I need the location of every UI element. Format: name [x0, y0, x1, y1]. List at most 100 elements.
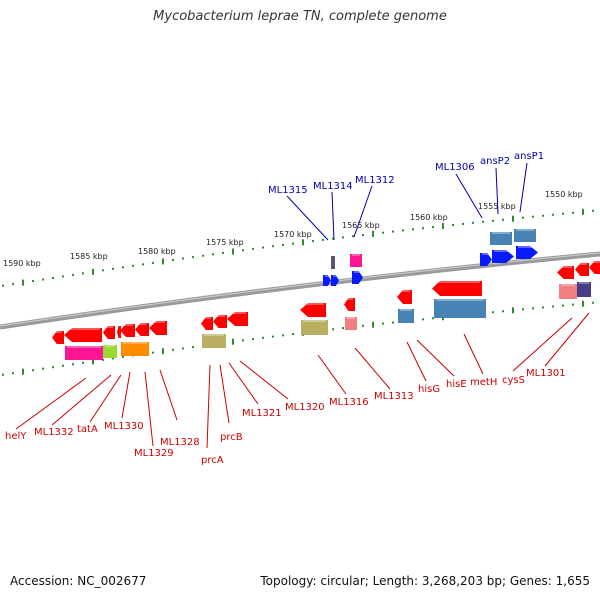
ruler-tick [112, 267, 114, 270]
gene-features [52, 229, 600, 360]
gene-ml1330-prot[interactable] [121, 342, 149, 356]
ruler-tick [222, 251, 224, 254]
gene-label-forward[interactable]: ML1315 [268, 185, 308, 196]
gene-label-reverse[interactable]: ML1301 [526, 368, 566, 379]
ruler-tick [102, 269, 104, 272]
ruler-tick [582, 208, 584, 215]
gene-ml1316-prot[interactable] [345, 317, 357, 330]
gene-hely-prot[interactable] [65, 346, 103, 360]
gene-label-forward[interactable]: ML1312 [355, 175, 395, 186]
gene-label-reverse[interactable]: prcA [201, 455, 224, 466]
gene-label-reverse[interactable]: prcB [220, 432, 243, 443]
ruler-tick [92, 268, 94, 275]
gene-hely-a[interactable] [52, 331, 64, 344]
ruler-tick [152, 261, 154, 264]
gene-ansp2-prot[interactable] [490, 232, 512, 245]
gene-ml1328[interactable] [149, 321, 167, 335]
accession-text: Accession: NC_002677 [10, 574, 147, 588]
gene-meth[interactable] [432, 281, 482, 296]
ruler-tick [482, 220, 484, 223]
leader-line [353, 185, 373, 238]
gene-ansp1-prot[interactable] [514, 229, 536, 242]
gene-label-reverse[interactable]: tatA [77, 424, 98, 435]
ruler-tick-label: 1550 kbp [545, 190, 583, 199]
gene-label-reverse[interactable]: ML1316 [329, 397, 369, 408]
gene-ml1313[interactable] [397, 290, 412, 304]
ruler-tick [522, 216, 524, 219]
ruler-tick-label: 1555 kbp [478, 202, 516, 211]
ruler-tick [22, 279, 24, 286]
gene-cyss-prot[interactable] [559, 284, 577, 299]
ruler-tick [192, 256, 194, 259]
gene-ml1301b[interactable] [589, 261, 600, 274]
gene-label-reverse[interactable]: ML1321 [242, 408, 282, 419]
gene-label-reverse[interactable]: hisE [446, 379, 467, 390]
ruler-tick [532, 307, 534, 310]
gene-ml1330[interactable] [120, 324, 135, 337]
leader-line [455, 173, 483, 219]
gene-ml1329[interactable] [135, 323, 149, 336]
gene-cyss[interactable] [557, 266, 574, 279]
gene-prc-prot[interactable] [202, 334, 226, 348]
gene-label-forward[interactable]: ansP2 [480, 156, 510, 167]
gene-ml1301[interactable] [575, 263, 589, 276]
gene-ml1332[interactable] [103, 326, 115, 339]
ruler-tick [542, 214, 544, 217]
gene-prca[interactable] [201, 317, 213, 330]
gene-ml1301-prot[interactable] [577, 282, 591, 297]
leader-line [495, 167, 499, 215]
ruler-tick [42, 367, 44, 370]
gene-label-reverse[interactable]: ML1330 [104, 421, 144, 432]
ruler-tick [242, 249, 244, 252]
gene-label-reverse[interactable]: ML1328 [160, 437, 200, 448]
gene-ansp2[interactable] [492, 250, 514, 263]
gene-label-reverse[interactable]: ML1313 [374, 391, 414, 402]
gene-label-reverse[interactable]: hisG [418, 384, 440, 395]
ruler-tick [242, 339, 244, 342]
gene-label-reverse[interactable]: metH [470, 377, 497, 388]
gene-ml1320-prot[interactable] [301, 320, 328, 335]
gene-ml1315[interactable] [323, 275, 331, 286]
leader-line [317, 354, 347, 395]
gene-label-reverse[interactable]: ML1332 [34, 427, 74, 438]
gene-ml1316[interactable] [344, 298, 355, 311]
gene-tata[interactable] [117, 326, 121, 338]
gene-ml1315b[interactable] [331, 275, 339, 286]
gene-ml1312[interactable] [350, 254, 362, 267]
gene-ml1314[interactable] [331, 256, 335, 269]
gene-ml1321[interactable] [227, 312, 248, 326]
gene-label-reverse[interactable]: ML1320 [285, 402, 325, 413]
ruler-tick [552, 305, 554, 308]
ruler-tick [392, 321, 394, 324]
gene-label-forward[interactable]: ML1306 [435, 162, 475, 173]
gene-label-forward[interactable]: ansP1 [514, 151, 544, 162]
gene-ml1312b[interactable] [352, 271, 363, 284]
ruler-tick [562, 304, 564, 307]
ruler-tick [112, 357, 114, 360]
ruler-tick [422, 227, 424, 230]
ruler-tick [282, 334, 284, 337]
gene-meth-prot[interactable] [434, 299, 486, 318]
leader-line [206, 364, 211, 449]
ruler-tick [492, 219, 494, 222]
gene-hisg-prot[interactable] [398, 309, 414, 323]
genome-backbone [0, 251, 600, 330]
gene-ml1320[interactable] [300, 303, 326, 317]
gene-label-reverse[interactable]: cysS [502, 375, 525, 386]
gene-label-reverse[interactable]: helY [5, 431, 27, 442]
leader-line [519, 162, 528, 213]
gene-ml1306[interactable] [480, 253, 492, 266]
ruler-outer [2, 208, 594, 287]
gene-label-reverse[interactable]: ML1329 [134, 448, 174, 459]
gene-prcb[interactable] [213, 315, 227, 328]
leader-line [406, 341, 427, 382]
gene-label-forward[interactable]: ML1314 [313, 181, 353, 192]
gene-hely[interactable] [64, 328, 102, 342]
ruler-tick [372, 321, 374, 328]
gene-ansp1[interactable] [516, 246, 538, 259]
leader-line [219, 364, 230, 424]
gene-tata-prot[interactable] [103, 345, 117, 358]
label-leader-lines [15, 162, 590, 449]
ruler-tick [62, 364, 64, 367]
